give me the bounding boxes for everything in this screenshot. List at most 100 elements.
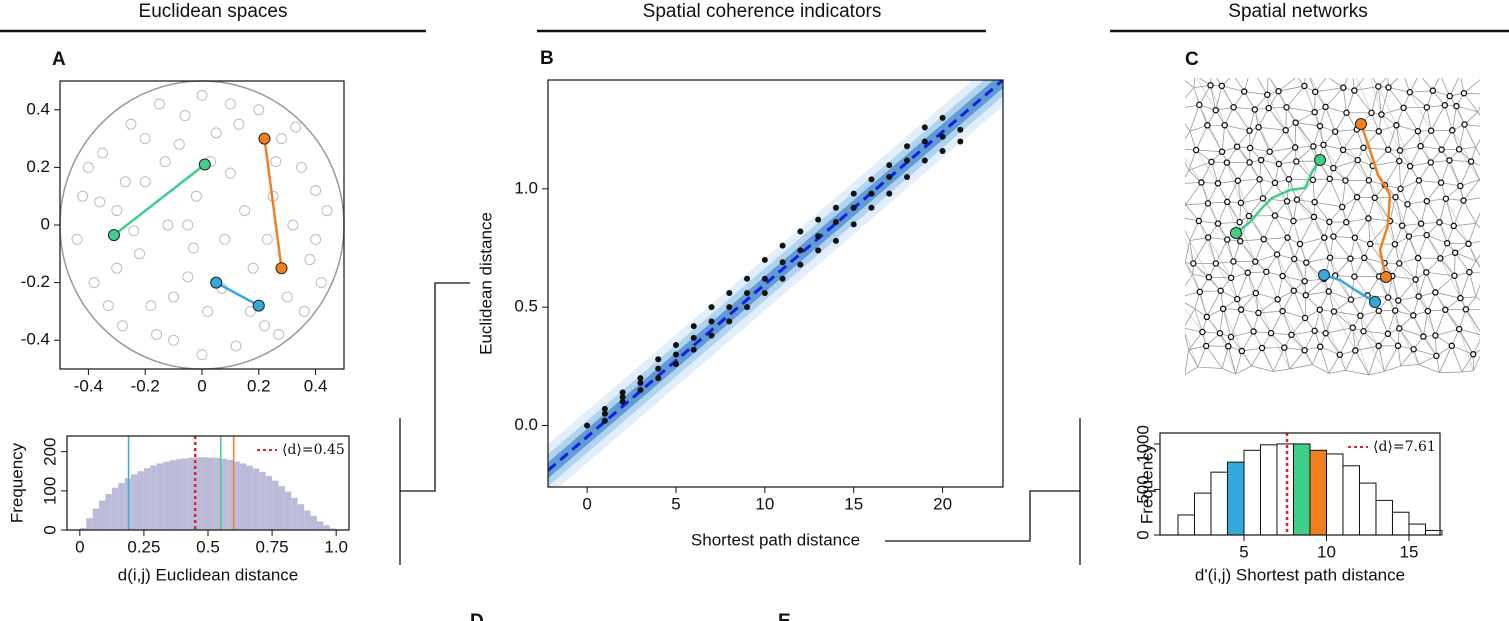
edge [1305,278,1325,296]
edge [1185,302,1195,309]
edge [1198,220,1217,264]
point [219,233,231,245]
edge [1468,223,1477,244]
node [1310,213,1318,221]
edge [1314,201,1330,223]
edge [1465,308,1480,311]
edge [1309,78,1316,92]
edge [1288,179,1315,218]
edge [1254,109,1271,152]
node [1265,104,1272,112]
edge [1276,237,1288,255]
node [1230,103,1237,111]
edge [1237,180,1250,217]
edge [1400,364,1419,367]
edge [1193,78,1196,88]
node [1204,234,1212,241]
node [1360,328,1367,335]
section-title: Euclidean spaces [139,1,288,22]
node [1423,104,1431,111]
node [1199,328,1206,336]
edge [1369,220,1391,245]
point [196,89,208,101]
edge [1328,369,1346,374]
edge [1185,170,1190,178]
edge [1305,294,1321,311]
node [1457,182,1464,190]
edge [1426,107,1432,131]
edge [1226,180,1239,203]
edge [1342,78,1348,88]
edge [1293,199,1298,222]
edge [1185,202,1208,206]
point [779,259,786,266]
edge [1240,292,1257,310]
point [111,262,123,274]
edge [1258,126,1286,131]
edge [1396,125,1411,167]
edge [1447,242,1469,245]
chart: 0 0.25 0.5 0.75 1.0 0 100 200 d(i,j) Euclidean d… [7,435,350,584]
edge [1367,276,1380,296]
edge [1329,178,1343,208]
edge [1333,311,1354,329]
edge [1315,87,1344,93]
edge [1392,275,1416,280]
edge [1221,85,1245,92]
point [298,305,310,317]
point [151,328,163,340]
point [744,275,751,282]
node [1455,325,1463,333]
edge [1235,365,1252,375]
edge [1265,254,1278,273]
edge [1255,292,1272,334]
point [815,216,822,223]
point [119,176,131,188]
point [868,204,875,211]
edge [1372,160,1400,167]
edge [1261,347,1274,372]
edge [1289,364,1313,370]
edge [1451,130,1460,150]
edge [1368,371,1385,376]
edge [1360,295,1369,316]
edge [1333,299,1352,312]
edge [1363,147,1389,151]
edge [1453,200,1464,227]
edge [1419,74,1440,75]
node [1415,177,1423,184]
point [224,98,236,110]
y-tick-label: 0.2 [26,157,50,176]
edge [1195,125,1208,151]
x-axis-label: Shortest path distance [691,530,860,549]
bar [1276,443,1294,536]
node [1453,102,1460,110]
node [1275,160,1283,168]
edge [1470,161,1480,180]
edge [1255,292,1278,300]
edge [1363,310,1380,332]
node [1223,159,1231,166]
node [1343,218,1350,226]
chart: 0 5 10 15 20 0.0 0.5 1.0 Shortest path distance E… [476,48,1004,549]
point [190,190,202,202]
edge [1323,144,1344,151]
edge [1219,308,1224,334]
edge [1330,257,1351,260]
edge [1356,196,1369,219]
panel-letter: B [540,48,554,69]
point [281,291,293,303]
edge [1249,109,1256,131]
edge [1384,244,1396,264]
edge [1215,239,1228,264]
point [939,114,946,121]
edge [1313,125,1321,147]
edge [1189,220,1200,241]
edge [1319,346,1330,374]
node [1190,260,1197,267]
node [1250,328,1257,335]
node [1353,193,1361,201]
node [1198,179,1205,186]
node [1414,127,1422,135]
x-axis-label: d'(i,j) Shortest path distance [1195,565,1405,584]
